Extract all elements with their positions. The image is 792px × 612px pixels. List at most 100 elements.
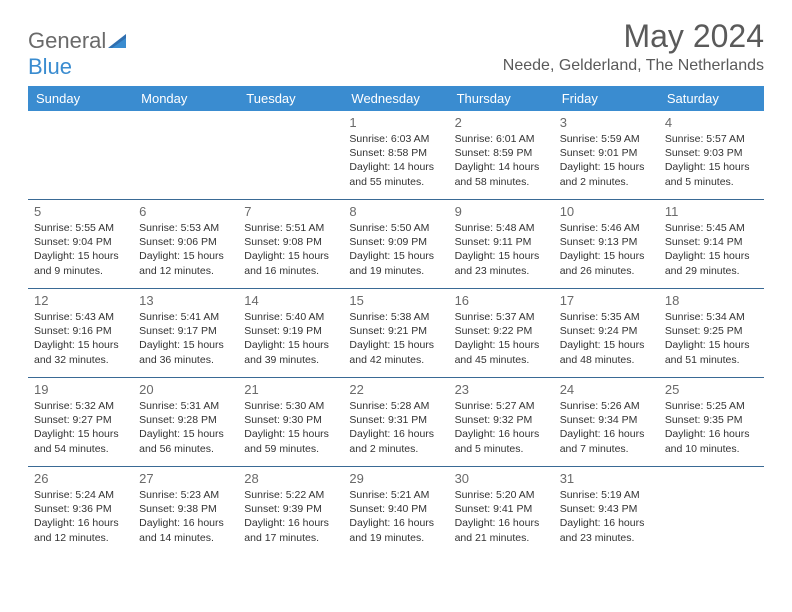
- day-number: 5: [34, 204, 127, 219]
- calendar-day-cell: 10Sunrise: 5:46 AMSunset: 9:13 PMDayligh…: [554, 200, 659, 289]
- calendar-day-cell: 5Sunrise: 5:55 AMSunset: 9:04 PMDaylight…: [28, 200, 133, 289]
- weekday-header: Monday: [133, 86, 238, 111]
- calendar-day-cell: 11 Sunrise: 5:45 AMSunset: 9:14 PMDayligh…: [659, 200, 764, 289]
- day-number: 20: [139, 382, 232, 397]
- day-number: 4: [665, 115, 758, 130]
- title-block: May 2024 Neede, Gelderland, The Netherla…: [503, 18, 764, 75]
- calendar-day-cell: 28 Sunrise: 5:22 AMSunset: 9:39 PMDayligh…: [238, 467, 343, 556]
- day-number: 14: [244, 293, 337, 308]
- month-title: May 2024: [503, 18, 764, 55]
- calendar-day-cell: 13 Sunrise: 5:41 AMSunset: 9:17 PMDayligh…: [133, 289, 238, 378]
- calendar-day-cell: 30 Sunrise: 5:20 AMSunset: 9:41 PMDayligh…: [449, 467, 554, 556]
- calendar-day-cell: 4 Sunrise: 5:57 AMSunset: 9:03 PMDaylight…: [659, 111, 764, 200]
- calendar-day-cell: 9 Sunrise: 5:48 AMSunset: 9:11 PMDaylight…: [449, 200, 554, 289]
- day-info: Sunrise: 5:24 AMSunset: 9:36 PMDaylight:…: [34, 488, 127, 545]
- calendar-day-cell: 18 Sunrise: 5:34 AMSunset: 9:25 PMDayligh…: [659, 289, 764, 378]
- day-number: 31: [560, 471, 653, 486]
- day-info: Sunrise: 6:01 AMSunset: 8:59 PMDaylight:…: [455, 132, 548, 189]
- calendar-week-row: 12Sunrise: 5:43 AMSunset: 9:16 PMDayligh…: [28, 289, 764, 378]
- day-info: Sunrise: 5:34 AMSunset: 9:25 PMDaylight:…: [665, 310, 758, 367]
- day-number: 27: [139, 471, 232, 486]
- day-info: Sunrise: 5:32 AMSunset: 9:27 PMDaylight:…: [34, 399, 127, 456]
- day-info: Sunrise: 5:37 AMSunset: 9:22 PMDaylight:…: [455, 310, 548, 367]
- day-number: 18: [665, 293, 758, 308]
- day-number: 29: [349, 471, 442, 486]
- calendar-day-cell: 23 Sunrise: 5:27 AMSunset: 9:32 PMDayligh…: [449, 378, 554, 467]
- day-number: 21: [244, 382, 337, 397]
- calendar-empty-cell: [28, 111, 133, 200]
- calendar-day-cell: 20 Sunrise: 5:31 AMSunset: 9:28 PMDayligh…: [133, 378, 238, 467]
- calendar-day-cell: 25 Sunrise: 5:25 AMSunset: 9:35 PMDayligh…: [659, 378, 764, 467]
- day-info: Sunrise: 5:45 AMSunset: 9:14 PMDaylight:…: [665, 221, 758, 278]
- weekday-header-row: SundayMondayTuesdayWednesdayThursdayFrid…: [28, 86, 764, 111]
- weekday-header: Thursday: [449, 86, 554, 111]
- calendar-day-cell: 15 Sunrise: 5:38 AMSunset: 9:21 PMDayligh…: [343, 289, 448, 378]
- day-number: 13: [139, 293, 232, 308]
- calendar-week-row: 5Sunrise: 5:55 AMSunset: 9:04 PMDaylight…: [28, 200, 764, 289]
- day-number: 1: [349, 115, 442, 130]
- calendar-day-cell: 29 Sunrise: 5:21 AMSunset: 9:40 PMDayligh…: [343, 467, 448, 556]
- day-info: Sunrise: 5:48 AMSunset: 9:11 PMDaylight:…: [455, 221, 548, 278]
- calendar-day-cell: 22 Sunrise: 5:28 AMSunset: 9:31 PMDayligh…: [343, 378, 448, 467]
- day-info: Sunrise: 5:27 AMSunset: 9:32 PMDaylight:…: [455, 399, 548, 456]
- calendar-week-row: 1 Sunrise: 6:03 AMSunset: 8:58 PMDaylight…: [28, 111, 764, 200]
- day-info: Sunrise: 5:20 AMSunset: 9:41 PMDaylight:…: [455, 488, 548, 545]
- day-number: 24: [560, 382, 653, 397]
- calendar-week-row: 19Sunrise: 5:32 AMSunset: 9:27 PMDayligh…: [28, 378, 764, 467]
- location: Neede, Gelderland, The Netherlands: [503, 57, 764, 75]
- day-number: 17: [560, 293, 653, 308]
- day-info: Sunrise: 5:53 AMSunset: 9:06 PMDaylight:…: [139, 221, 232, 278]
- calendar-day-cell: 14Sunrise: 5:40 AMSunset: 9:19 PMDayligh…: [238, 289, 343, 378]
- calendar-day-cell: 2Sunrise: 6:01 AMSunset: 8:59 PMDaylight…: [449, 111, 554, 200]
- day-info: Sunrise: 5:22 AMSunset: 9:39 PMDaylight:…: [244, 488, 337, 545]
- day-info: Sunrise: 6:03 AMSunset: 8:58 PMDaylight:…: [349, 132, 442, 189]
- day-info: Sunrise: 5:38 AMSunset: 9:21 PMDaylight:…: [349, 310, 442, 367]
- day-info: Sunrise: 5:26 AMSunset: 9:34 PMDaylight:…: [560, 399, 653, 456]
- day-number: 7: [244, 204, 337, 219]
- day-number: 3: [560, 115, 653, 130]
- brand-part2: Blue: [28, 54, 72, 79]
- calendar-body: 1 Sunrise: 6:03 AMSunset: 8:58 PMDaylight…: [28, 111, 764, 555]
- day-number: 9: [455, 204, 548, 219]
- day-number: 25: [665, 382, 758, 397]
- day-number: 11: [665, 204, 758, 219]
- day-number: 26: [34, 471, 127, 486]
- day-info: Sunrise: 5:50 AMSunset: 9:09 PMDaylight:…: [349, 221, 442, 278]
- day-info: Sunrise: 5:30 AMSunset: 9:30 PMDaylight:…: [244, 399, 337, 456]
- calendar-table: SundayMondayTuesdayWednesdayThursdayFrid…: [28, 86, 764, 555]
- calendar-day-cell: 27Sunrise: 5:23 AMSunset: 9:38 PMDayligh…: [133, 467, 238, 556]
- calendar-day-cell: 24 Sunrise: 5:26 AMSunset: 9:34 PMDayligh…: [554, 378, 659, 467]
- day-info: Sunrise: 5:46 AMSunset: 9:13 PMDaylight:…: [560, 221, 653, 278]
- day-info: Sunrise: 5:41 AMSunset: 9:17 PMDaylight:…: [139, 310, 232, 367]
- day-info: Sunrise: 5:19 AMSunset: 9:43 PMDaylight:…: [560, 488, 653, 545]
- day-number: 28: [244, 471, 337, 486]
- day-info: Sunrise: 5:43 AMSunset: 9:16 PMDaylight:…: [34, 310, 127, 367]
- calendar-empty-cell: [238, 111, 343, 200]
- day-number: 23: [455, 382, 548, 397]
- calendar-day-cell: 6Sunrise: 5:53 AMSunset: 9:06 PMDaylight…: [133, 200, 238, 289]
- weekday-header: Tuesday: [238, 86, 343, 111]
- sail-icon: [108, 32, 130, 48]
- day-number: 15: [349, 293, 442, 308]
- day-number: 22: [349, 382, 442, 397]
- calendar-day-cell: 17 Sunrise: 5:35 AMSunset: 9:24 PMDayligh…: [554, 289, 659, 378]
- day-info: Sunrise: 5:59 AMSunset: 9:01 PMDaylight:…: [560, 132, 653, 189]
- day-info: Sunrise: 5:35 AMSunset: 9:24 PMDaylight:…: [560, 310, 653, 367]
- calendar-day-cell: 3 Sunrise: 5:59 AMSunset: 9:01 PMDaylight…: [554, 111, 659, 200]
- calendar-empty-cell: [133, 111, 238, 200]
- day-number: 8: [349, 204, 442, 219]
- calendar-day-cell: 7Sunrise: 5:51 AMSunset: 9:08 PMDaylight…: [238, 200, 343, 289]
- calendar-day-cell: 31 Sunrise: 5:19 AMSunset: 9:43 PMDayligh…: [554, 467, 659, 556]
- day-info: Sunrise: 5:57 AMSunset: 9:03 PMDaylight:…: [665, 132, 758, 189]
- calendar-day-cell: 8 Sunrise: 5:50 AMSunset: 9:09 PMDaylight…: [343, 200, 448, 289]
- brand-logo: General Blue: [28, 18, 130, 80]
- day-info: Sunrise: 5:25 AMSunset: 9:35 PMDaylight:…: [665, 399, 758, 456]
- day-info: Sunrise: 5:31 AMSunset: 9:28 PMDaylight:…: [139, 399, 232, 456]
- calendar-day-cell: 1 Sunrise: 6:03 AMSunset: 8:58 PMDaylight…: [343, 111, 448, 200]
- day-info: Sunrise: 5:21 AMSunset: 9:40 PMDaylight:…: [349, 488, 442, 545]
- calendar-week-row: 26 Sunrise: 5:24 AMSunset: 9:36 PMDayligh…: [28, 467, 764, 556]
- calendar-empty-cell: [659, 467, 764, 556]
- day-info: Sunrise: 5:28 AMSunset: 9:31 PMDaylight:…: [349, 399, 442, 456]
- day-number: 30: [455, 471, 548, 486]
- calendar-day-cell: 26 Sunrise: 5:24 AMSunset: 9:36 PMDayligh…: [28, 467, 133, 556]
